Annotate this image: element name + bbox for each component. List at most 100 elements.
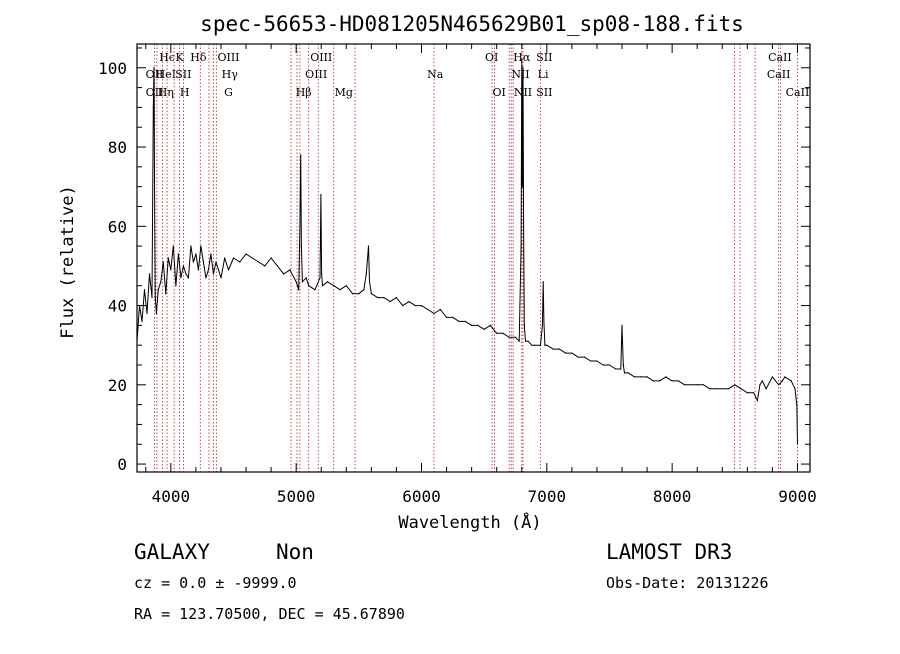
line-label-7: H [180, 86, 190, 99]
spectrum-point [446, 316, 448, 318]
line-label-25: CaII [768, 51, 792, 64]
spectrum-point [239, 261, 241, 263]
spectrum-point [363, 289, 365, 291]
spectrum-point [684, 384, 686, 386]
obs-date: Obs-Date: 20131226 [606, 574, 769, 592]
spectrum-point [305, 277, 307, 279]
spectrum-point [477, 324, 479, 326]
object-subclass: Non [276, 540, 314, 564]
spectrum-point [143, 289, 146, 291]
spectrum-point [527, 340, 529, 342]
spectrum-point [276, 265, 278, 267]
spectrum-point [524, 340, 527, 342]
survey-name: LAMOST DR3 [606, 540, 732, 564]
line-label-9: OIII [217, 51, 239, 64]
spectrum-point [151, 297, 153, 299]
y-axis-label: Flux (relative) [58, 185, 78, 339]
spectrum-point [333, 285, 335, 287]
spectrum-point [552, 348, 554, 350]
spectrum-point [152, 106, 154, 108]
spectrum-point [232, 257, 235, 259]
spectrum-point [299, 225, 301, 227]
spectrum-series-flux [136, 59, 798, 445]
spectrum-point [522, 67, 524, 69]
spectrum-point [283, 273, 285, 275]
spectrum-point [153, 67, 155, 69]
spectrum-point [471, 324, 473, 326]
spectrum-point [210, 253, 212, 255]
spectrum-point [414, 305, 416, 307]
line-label-12: OIII [310, 51, 332, 64]
spectrum-point [370, 293, 372, 295]
spectrum-point [544, 344, 546, 346]
y-tick-label-20: 20 [108, 376, 127, 395]
y-tick-label-80: 80 [108, 138, 127, 157]
spectrum-point [521, 59, 523, 61]
spectrum-point [740, 388, 742, 390]
spectrum-point [185, 273, 187, 275]
spectrum-point [167, 257, 169, 259]
line-label-18: OI [493, 86, 506, 99]
x-tick-label-6000: 6000 [402, 487, 441, 506]
spectrum-point [633, 376, 636, 378]
spectrum-point [608, 364, 611, 366]
spectrum-point [308, 285, 310, 287]
spectrum-point [727, 388, 730, 390]
spectrum-point [154, 297, 156, 299]
spectrum-point [646, 376, 648, 378]
spectrum-point [761, 380, 764, 382]
spectrum-point [160, 281, 162, 283]
spectrum-point [523, 225, 525, 227]
spectrum-point [571, 352, 573, 354]
spectrum-point [165, 293, 167, 295]
spectrum-point [264, 265, 266, 267]
spectrum-point [190, 245, 192, 247]
spectrum-point [702, 384, 705, 386]
spectrum-point [162, 261, 164, 263]
spectrum-point [622, 364, 624, 366]
spectrum-point [383, 297, 385, 299]
spectrum-point [177, 253, 179, 255]
spectrum-point [187, 277, 189, 279]
spectrum-point [665, 376, 667, 378]
spectrum-point [602, 364, 604, 366]
spectrum-point [778, 384, 780, 386]
spectrum-point [205, 277, 207, 279]
spectrum-point [217, 269, 220, 271]
spectrum-point [696, 384, 698, 386]
spectrum-point [295, 281, 297, 283]
spectrum-point [202, 261, 204, 263]
spectrum-point [408, 301, 410, 303]
spectrum-point [746, 392, 748, 394]
spectrum-point [794, 388, 796, 390]
spectrum-point [502, 332, 504, 334]
spectrum-point [389, 301, 391, 303]
spectrum-point [320, 194, 322, 196]
line-label-11: G [224, 86, 233, 99]
x-tick-label-9000: 9000 [778, 487, 817, 506]
line-markers [154, 44, 798, 472]
spectrum-point [781, 380, 784, 382]
spectrum-point [245, 253, 247, 255]
line-label-16: Na [427, 68, 444, 81]
spectrum-point [251, 257, 253, 259]
spectrum-point [621, 324, 623, 326]
line-label-14: Hβ [296, 86, 312, 99]
spectrum-point [298, 289, 300, 291]
y-axis-ticks: 0 20 40 60 80 100 [98, 47, 810, 474]
spectrum-point [452, 316, 454, 318]
line-label-4: Hη [158, 86, 174, 99]
spectrum-point [458, 320, 460, 322]
spectrum-point [796, 443, 799, 445]
spectrum-point [771, 376, 774, 378]
x-tick-label-8000: 8000 [653, 487, 692, 506]
line-label-22: SII [536, 51, 552, 64]
spectrum-point [623, 372, 626, 374]
spectrum-point [402, 305, 404, 307]
y-tick-label-100: 100 [98, 59, 127, 78]
spectrum-point [148, 273, 151, 275]
x-axis-ticks: 4000 5000 6000 7000 8000 9000 [145, 44, 817, 506]
spectrum-point [652, 380, 654, 382]
spectrum-point [300, 245, 302, 247]
